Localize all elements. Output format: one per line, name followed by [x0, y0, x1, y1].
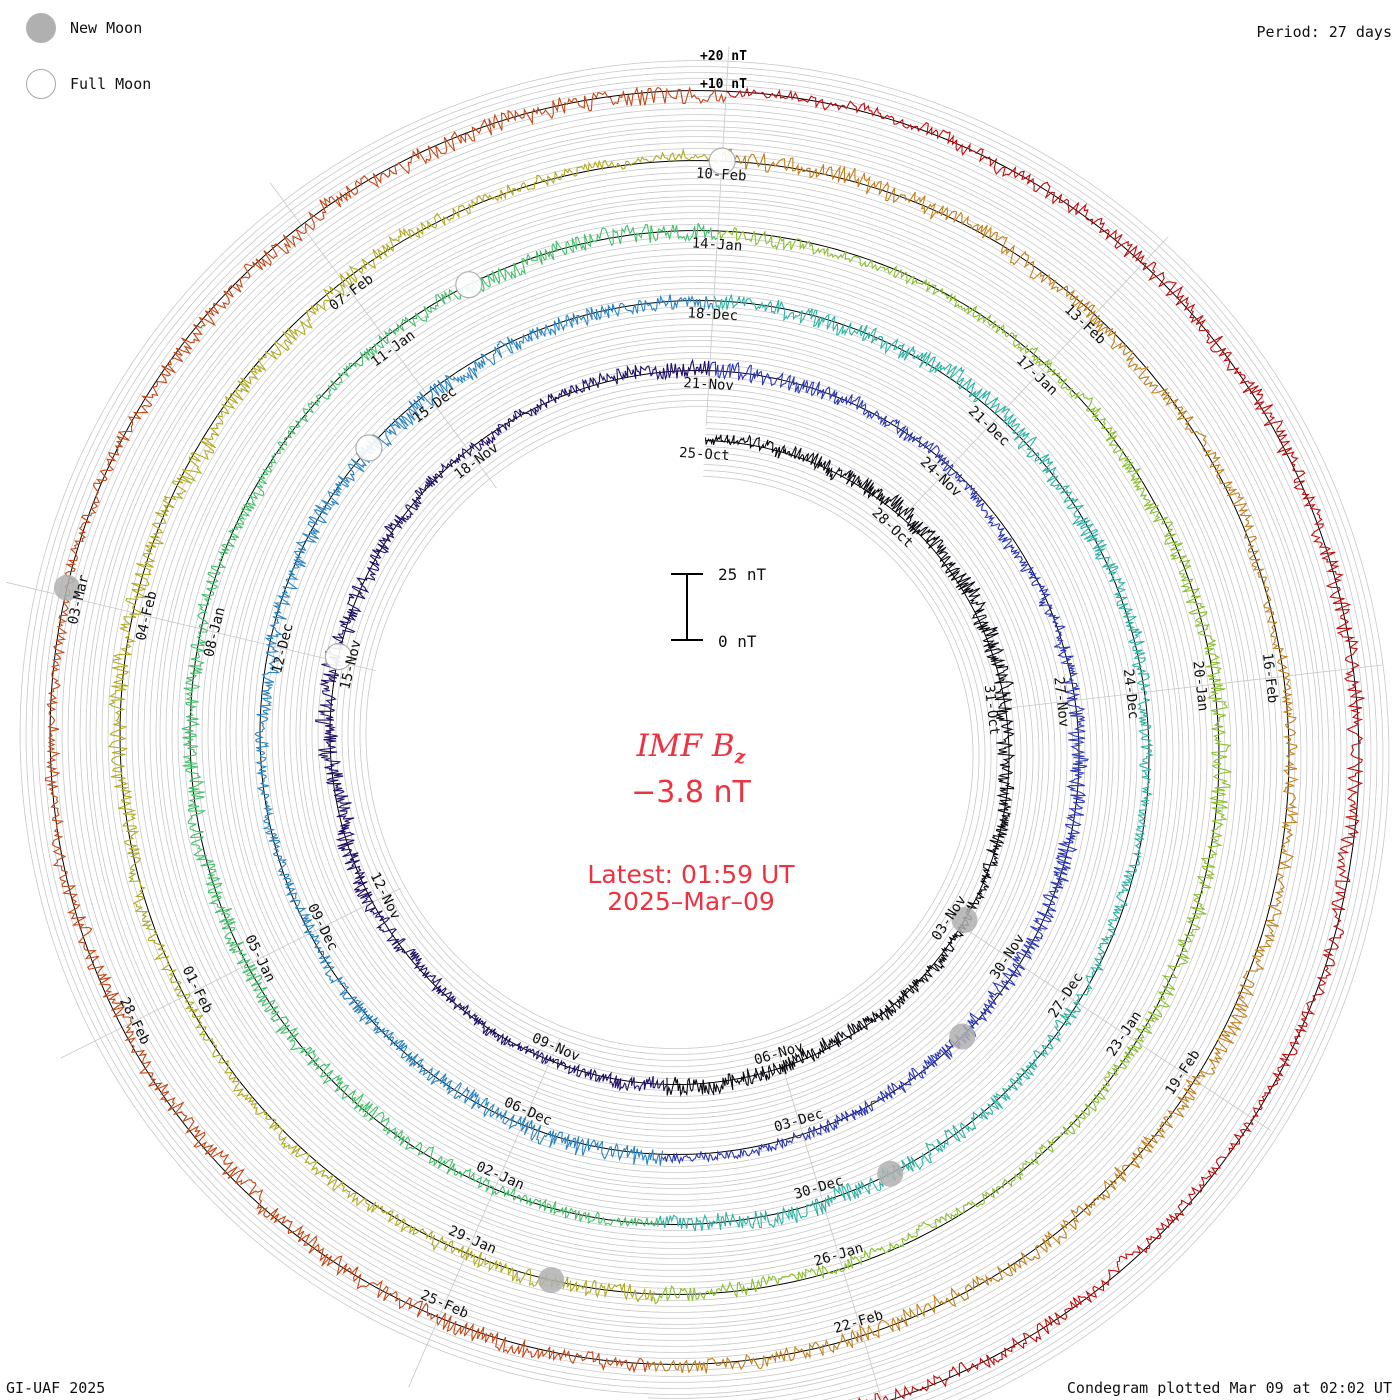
date-label-ring2-5: 02-Jan: [474, 1159, 527, 1194]
date-label-ring4-5: 25-Feb: [418, 1287, 471, 1322]
date-label-ring4-0: 10-Feb: [695, 166, 746, 185]
grid-ring-7: [37, 78, 1372, 1400]
date-label-ring1-0: 21-Nov: [683, 375, 734, 394]
grid-ring-2: [73, 114, 1336, 1400]
new-moon-marker-4: [54, 574, 80, 601]
spoke-3: [953, 920, 1272, 1132]
bz-trace-segment-9: [44, 85, 727, 1374]
spoke-5: [408, 1038, 561, 1388]
spoke-4: [777, 1051, 883, 1400]
full-moon-marker-2: [455, 271, 483, 299]
axis-label-plus20: +20 nT: [700, 49, 747, 64]
new-moon-label: New Moon: [70, 19, 143, 37]
quantity-main: IMF B: [636, 728, 735, 764]
quantity-subscript: z: [734, 746, 746, 769]
date-label-ring2-2: 24-Dec: [1120, 668, 1142, 720]
new-moon-marker-2: [877, 1160, 904, 1187]
grid-ring-8: [31, 72, 1378, 1400]
date-label-ring0-0: 25-Oct: [679, 445, 730, 464]
bz-trace-segment-8: [649, 148, 1299, 1374]
grid-ring-10: [19, 60, 1390, 1400]
current-value: −3.8 nT: [631, 775, 751, 810]
bz-trace-segment-3: [254, 294, 714, 1166]
bz-data-traces: [44, 85, 1365, 1400]
date-label-ring3-2: 20-Jan: [1189, 660, 1211, 712]
full-moon-icon: [26, 69, 56, 99]
scale-bar-high-label: 25 nT: [718, 565, 767, 584]
bz-trace-segment-10: [726, 86, 1365, 1400]
legend-new-moon: New Moon: [26, 13, 142, 43]
date-label-ring3-1: 17-Jan: [1013, 352, 1061, 398]
grid-ring-0: [85, 126, 1324, 1399]
ring-grid: [19, 60, 1390, 1400]
zero-line: [49, 90, 1360, 1400]
date-label-ring1-8: 15-Dec: [410, 384, 460, 427]
grid-ring-3: [67, 108, 1342, 1400]
new-moon-marker-3: [538, 1267, 565, 1294]
bz-trace-segment-7: [107, 147, 723, 1303]
outer-axis-labels: +20 nT +10 nT: [700, 49, 747, 92]
grid-ring-1: [79, 120, 1330, 1400]
full-moon-marker-1: [355, 434, 383, 462]
date-label-ring4-2: 16-Feb: [1259, 652, 1281, 704]
zero-spiral: [49, 90, 1360, 1400]
quantity-title: IMF Bz: [491, 728, 891, 768]
bz-trace-segment-0: [666, 434, 1016, 1097]
date-label-ring3-0: 14-Jan: [691, 235, 742, 254]
date-label-ring0-8: 18-Nov: [452, 440, 502, 483]
bz-trace-segment-6: [653, 227, 1233, 1305]
grid-ring-9: [25, 66, 1384, 1400]
scale-bar-low-label: 0 nT: [718, 632, 757, 651]
grid-ring-4: [61, 102, 1348, 1400]
full-moon-label: Full Moon: [70, 75, 152, 93]
full-moon-marker-0: [324, 642, 352, 671]
spoke-0: [705, 46, 730, 426]
day-spokes: [6, 46, 1383, 1400]
grid-ring-5: [55, 96, 1354, 1400]
new-moon-icon: [26, 13, 56, 43]
date-label-ring1-2: 27-Nov: [1050, 676, 1072, 728]
bz-trace-segment-1: [315, 358, 710, 1092]
axis-label-plus10: +10 nT: [700, 77, 747, 92]
new-moon-marker-1: [949, 1023, 976, 1050]
moon-markers: [54, 147, 978, 1294]
full-moon-marker-3: [708, 147, 736, 175]
plotted-timestamp: Condegram plotted Mar 09 at 02:02 UT: [1066, 1379, 1392, 1397]
latest-time: Latest: 01:59 UT: [587, 860, 795, 889]
spoke-8: [269, 182, 497, 489]
spoke-6: [60, 887, 401, 1059]
bz-trace-segment-2: [661, 361, 1090, 1165]
date-label-ring0-2: 31-Oct: [981, 684, 1003, 736]
legend-full-moon: Full Moon: [26, 69, 151, 99]
credit-label: GI-UAF 2025: [6, 1379, 106, 1397]
period-label: Period: 27 days: [1256, 23, 1392, 41]
scale-bar: 25 nT 0 nT: [671, 565, 767, 651]
latest-date: 2025–Mar–09: [607, 887, 775, 916]
date-label-ring2-0: 18-Dec: [687, 305, 738, 324]
new-moon-marker-0: [951, 907, 978, 933]
